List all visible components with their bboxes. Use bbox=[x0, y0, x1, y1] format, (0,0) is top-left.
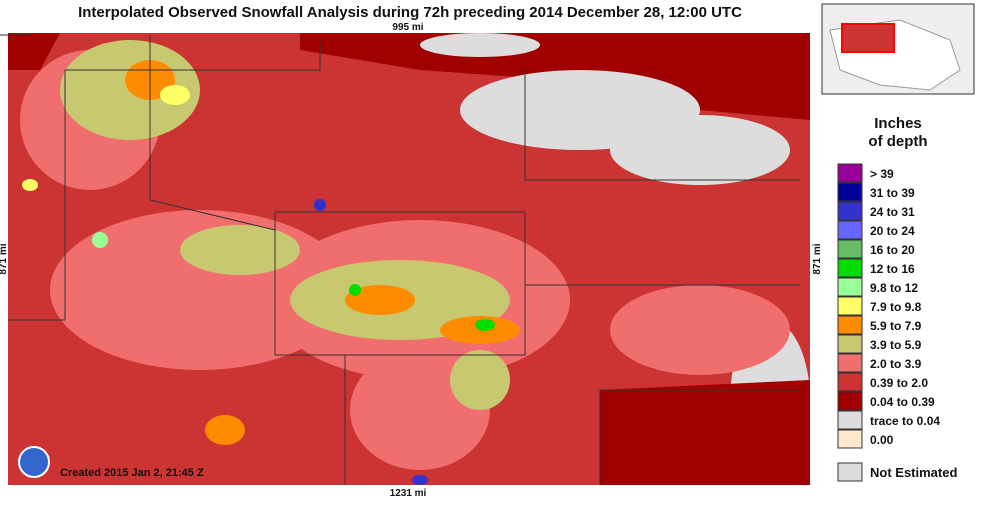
legend-swatch bbox=[837, 353, 863, 373]
legend-label: 9.8 to 12 bbox=[870, 281, 918, 295]
legend-swatch bbox=[837, 410, 863, 430]
legend-swatch bbox=[837, 429, 863, 449]
map bbox=[0, 33, 810, 485]
created-note: Created 2015 Jan 2, 21:45 Z bbox=[60, 467, 204, 479]
legend-label: 0.04 to 0.39 bbox=[870, 395, 935, 409]
bottom-distance: 1231 mi bbox=[390, 488, 427, 499]
legend-swatch bbox=[837, 163, 863, 183]
left-distance: 871 mi bbox=[0, 243, 9, 274]
legend-swatch bbox=[837, 201, 863, 221]
legend-swatch bbox=[837, 220, 863, 240]
legend-label: 3.9 to 5.9 bbox=[870, 338, 922, 352]
title: Interpolated Observed Snowfall Analysis … bbox=[78, 4, 742, 21]
legend-label: > 39 bbox=[870, 167, 894, 181]
legend-swatch bbox=[837, 391, 863, 411]
legend-label: 31 to 39 bbox=[870, 186, 915, 200]
legend-title: Inches bbox=[874, 115, 922, 132]
legend: > 39 31 to 39 24 to 31 20 to 24 16 to 20 12 t… bbox=[837, 163, 940, 449]
not-estimated-swatch bbox=[837, 462, 863, 482]
legend-label: 12 to 16 bbox=[870, 262, 915, 276]
legend-swatch bbox=[837, 277, 863, 297]
legend-label: 0.39 to 2.0 bbox=[870, 376, 928, 390]
legend-label: 5.9 to 7.9 bbox=[870, 319, 922, 333]
legend-swatch bbox=[837, 182, 863, 202]
right-distance: 871 mi bbox=[812, 243, 823, 274]
legend-swatch bbox=[837, 296, 863, 316]
legend-swatch bbox=[837, 315, 863, 335]
legend-swatch bbox=[837, 258, 863, 278]
top-distance: 995 mi bbox=[392, 22, 423, 33]
legend-label: 16 to 20 bbox=[870, 243, 915, 257]
legend-label: 20 to 24 bbox=[870, 224, 915, 238]
legend-label: 2.0 to 3.9 bbox=[870, 357, 922, 371]
legend-swatch bbox=[837, 372, 863, 392]
legend-swatch bbox=[837, 239, 863, 259]
legend-label: trace to 0.04 bbox=[870, 414, 940, 428]
legend-label: 0.00 bbox=[870, 433, 894, 447]
legend-swatch bbox=[837, 334, 863, 354]
legend-title: of depth bbox=[868, 133, 927, 150]
legend-label: 24 to 31 bbox=[870, 205, 915, 219]
legend-label: 7.9 to 9.8 bbox=[870, 300, 922, 314]
inset-map bbox=[821, 3, 975, 95]
not-estimated-label: Not Estimated bbox=[870, 465, 957, 480]
